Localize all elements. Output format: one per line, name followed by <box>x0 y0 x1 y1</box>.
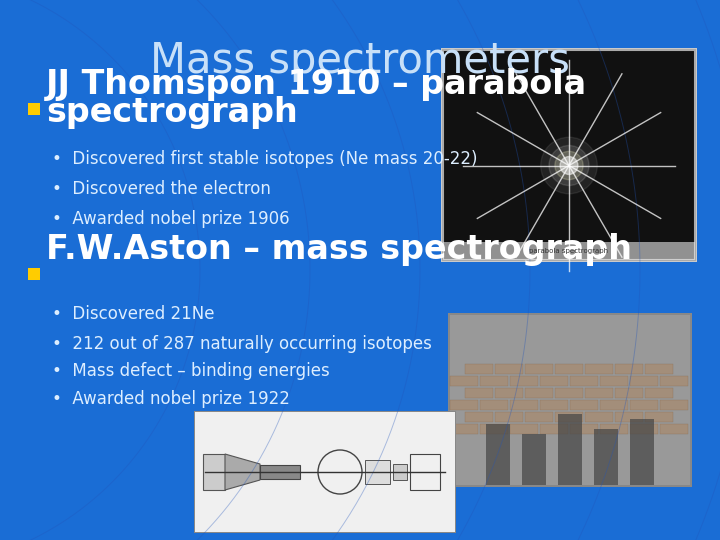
Text: parabola spectrograph: parabola spectrograph <box>529 248 608 254</box>
Bar <box>525 388 553 398</box>
Bar <box>443 242 695 260</box>
Bar <box>594 429 618 485</box>
Bar <box>525 412 553 422</box>
Bar <box>443 50 695 260</box>
Bar <box>645 412 673 422</box>
Bar <box>585 364 613 374</box>
Bar <box>495 364 523 374</box>
Bar <box>260 465 300 479</box>
Bar <box>645 388 673 398</box>
Bar <box>495 412 523 422</box>
Bar <box>570 424 598 434</box>
Bar <box>630 418 654 485</box>
Bar <box>450 400 478 410</box>
Bar <box>410 454 440 490</box>
Bar <box>28 268 40 280</box>
Bar <box>465 388 493 398</box>
Bar <box>555 364 583 374</box>
Text: F.W.Aston – mass spectrograph: F.W.Aston – mass spectrograph <box>46 233 632 266</box>
Bar <box>600 376 628 386</box>
Bar <box>194 411 456 533</box>
Text: •  Discovered first stable isotopes (Ne mass 20-22): • Discovered first stable isotopes (Ne m… <box>52 150 477 168</box>
Circle shape <box>560 157 578 174</box>
Bar <box>450 376 478 386</box>
Bar <box>630 376 658 386</box>
Circle shape <box>541 137 598 194</box>
Bar <box>465 364 493 374</box>
Bar <box>645 364 673 374</box>
Bar <box>465 412 493 422</box>
Bar <box>570 400 598 410</box>
Bar <box>486 424 510 485</box>
Bar <box>195 412 455 532</box>
Circle shape <box>555 151 583 180</box>
Bar <box>555 388 583 398</box>
Bar <box>510 376 538 386</box>
Text: •  212 out of 287 naturally occurring isotopes: • 212 out of 287 naturally occurring iso… <box>52 335 432 353</box>
Bar <box>600 400 628 410</box>
Bar <box>203 454 225 490</box>
Text: •  Awarded nobel prize 1906: • Awarded nobel prize 1906 <box>52 210 289 228</box>
Bar <box>525 364 553 374</box>
Bar <box>510 424 538 434</box>
Bar <box>600 424 628 434</box>
Bar <box>585 412 613 422</box>
Bar <box>558 414 582 485</box>
Text: •  Mass defect – binding energies: • Mass defect – binding energies <box>52 362 330 380</box>
Text: Mass spectrometers: Mass spectrometers <box>150 40 570 82</box>
Bar <box>585 388 613 398</box>
Bar <box>28 103 40 115</box>
Bar <box>393 464 407 480</box>
Bar <box>615 364 643 374</box>
Bar <box>630 400 658 410</box>
Bar <box>615 388 643 398</box>
Bar <box>540 400 568 410</box>
Bar <box>540 376 568 386</box>
Bar <box>448 313 692 487</box>
Bar <box>630 424 658 434</box>
Bar <box>555 412 583 422</box>
Bar <box>365 460 390 484</box>
Bar <box>480 376 508 386</box>
Text: spectrograph: spectrograph <box>46 96 298 129</box>
Text: JJ Thomspon 1910 – parabola: JJ Thomspon 1910 – parabola <box>46 68 587 101</box>
Circle shape <box>549 145 589 186</box>
Text: •  Discovered the electron: • Discovered the electron <box>52 180 271 198</box>
Bar <box>441 48 697 262</box>
Bar <box>480 424 508 434</box>
Bar <box>510 400 538 410</box>
Bar <box>660 400 688 410</box>
Bar <box>450 424 478 434</box>
Bar <box>660 376 688 386</box>
Bar <box>495 388 523 398</box>
Bar <box>522 434 546 485</box>
Bar <box>570 376 598 386</box>
Bar <box>480 400 508 410</box>
Bar <box>660 424 688 434</box>
Bar <box>615 412 643 422</box>
Bar <box>540 424 568 434</box>
Text: •  Awarded nobel prize 1922: • Awarded nobel prize 1922 <box>52 390 290 408</box>
Polygon shape <box>225 454 260 490</box>
Text: •  Discovered 21Ne: • Discovered 21Ne <box>52 305 215 323</box>
Bar <box>450 315 690 485</box>
